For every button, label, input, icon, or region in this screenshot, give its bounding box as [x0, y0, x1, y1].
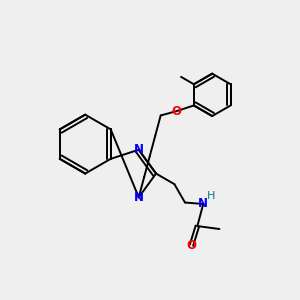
Text: H: H — [207, 191, 216, 201]
Text: N: N — [134, 191, 144, 204]
Text: N: N — [134, 143, 144, 156]
Text: O: O — [187, 239, 196, 252]
Text: O: O — [172, 104, 182, 118]
Text: N: N — [198, 197, 208, 211]
